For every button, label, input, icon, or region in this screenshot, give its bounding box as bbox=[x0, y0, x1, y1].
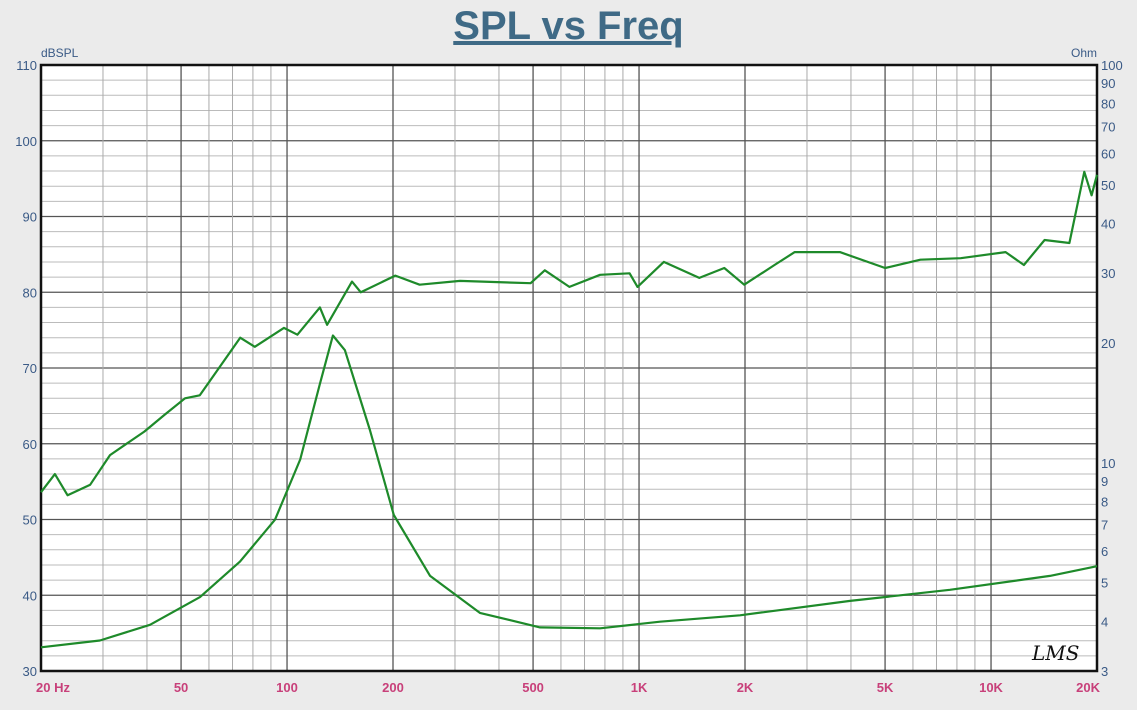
y2-tick-label: 90 bbox=[1101, 76, 1115, 91]
x-tick-label: 10K bbox=[979, 680, 1003, 695]
x-tick-label: 1K bbox=[631, 680, 648, 695]
x-tick-label: 50 bbox=[174, 680, 188, 695]
y2-tick-label: 30 bbox=[1101, 266, 1115, 281]
plot-border bbox=[39, 63, 1099, 673]
y2-tick-label: 5 bbox=[1101, 576, 1108, 591]
y2-tick-label: 4 bbox=[1101, 614, 1108, 629]
lms-watermark: LMS bbox=[1031, 641, 1079, 665]
y2-tick-label: 60 bbox=[1101, 146, 1115, 161]
y2-tick-label: 80 bbox=[1101, 97, 1115, 112]
y-tick-label: 100 bbox=[15, 134, 37, 149]
y2-tick-label: 9 bbox=[1101, 474, 1108, 489]
y-tick-label: 60 bbox=[23, 437, 37, 452]
y2-tick-label: 70 bbox=[1101, 120, 1115, 135]
y-tick-label: 50 bbox=[23, 513, 37, 528]
y2-tick-label: 40 bbox=[1101, 216, 1115, 231]
impedance-curve bbox=[40, 334, 1098, 649]
y-tick-label: 40 bbox=[23, 588, 37, 603]
x-tick-label: 5K bbox=[877, 680, 894, 695]
y2-tick-label: 6 bbox=[1101, 544, 1108, 559]
x-tick-label: 2K bbox=[737, 680, 754, 695]
y2-tick-label: 100 bbox=[1101, 58, 1123, 73]
y-tick-label: 70 bbox=[23, 361, 37, 376]
y-tick-label: 90 bbox=[23, 210, 37, 225]
y2-tick-label: 8 bbox=[1101, 494, 1108, 509]
y2-tick-label: 10 bbox=[1101, 456, 1115, 471]
y-tick-label: 80 bbox=[23, 285, 37, 300]
y2-tick-label: 20 bbox=[1101, 336, 1115, 351]
y2-tick-label: 3 bbox=[1101, 664, 1108, 679]
y-axis-label: dBSPL bbox=[41, 46, 79, 60]
x-tick-label: 100 bbox=[276, 680, 298, 695]
x-tick-label: 20 Hz bbox=[36, 680, 70, 695]
x-tick-label: 200 bbox=[382, 680, 404, 695]
y-tick-label: 110 bbox=[16, 58, 37, 73]
x-tick-label: 500 bbox=[522, 680, 544, 695]
chart-title: SPL vs Freq bbox=[453, 4, 684, 48]
y2-tick-label: 7 bbox=[1101, 518, 1108, 533]
spl-curve bbox=[40, 170, 1099, 497]
y2-axis-label: Ohm bbox=[1071, 46, 1097, 60]
y2-tick-label: 50 bbox=[1101, 178, 1115, 193]
y-tick-label: 30 bbox=[23, 664, 37, 679]
x-tick-label: 20K bbox=[1076, 680, 1100, 695]
